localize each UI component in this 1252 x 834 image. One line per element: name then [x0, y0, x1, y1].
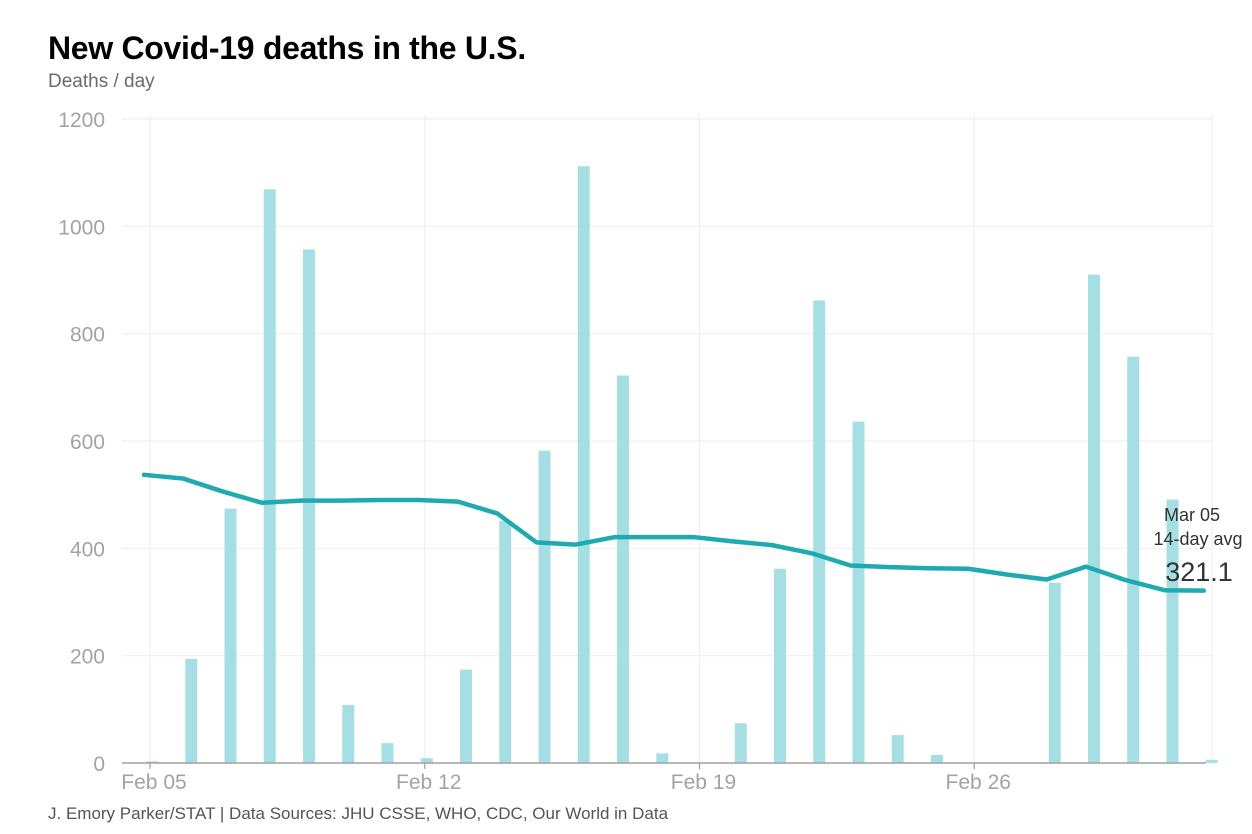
- annotation-label: 14-day avg: [1153, 529, 1242, 549]
- bar: [460, 669, 472, 763]
- bar: [931, 754, 943, 763]
- y-tick-label: 0: [93, 753, 105, 776]
- bar: [224, 508, 237, 763]
- y-tick-label: 1000: [58, 216, 105, 239]
- bar: [342, 705, 355, 763]
- chart-subtitle: Deaths / day: [48, 71, 155, 92]
- bar: [891, 735, 904, 763]
- source-credit: J. Emory Parker/STAT | Data Sources: JHU…: [48, 804, 669, 823]
- bar: [1048, 582, 1061, 763]
- bar-series: [146, 166, 1218, 763]
- y-tick-label: 600: [70, 431, 105, 454]
- y-tick-label: 1200: [58, 109, 105, 132]
- end-annotation: Mar 05 14-day avg 321.1: [1153, 505, 1242, 587]
- x-axis: [122, 762, 1206, 769]
- bar: [1127, 356, 1140, 763]
- x-axis-ticks: Feb 05 Feb 12 Feb 19 Feb 26: [121, 771, 1011, 794]
- y-tick-label: 400: [70, 538, 105, 561]
- y-axis-ticks: 0 200 400 600 800 1000 1200: [58, 109, 105, 776]
- bar: [303, 249, 315, 763]
- bar: [813, 300, 826, 763]
- bar: [734, 723, 747, 763]
- avg-line: [141, 472, 1206, 593]
- annotation-value: 321.1: [1165, 557, 1233, 587]
- line-series: [141, 472, 1206, 593]
- x-tick-label: Feb 05: [121, 771, 186, 794]
- x-tick-label: Feb 19: [671, 771, 736, 794]
- annotation-date: Mar 05: [1164, 505, 1220, 525]
- x-tick-label: Feb 26: [946, 771, 1011, 794]
- bar: [538, 450, 551, 763]
- bar: [263, 189, 276, 763]
- chart-title: New Covid-19 deaths in the U.S.: [48, 30, 526, 66]
- bar: [577, 166, 590, 763]
- y-tick-label: 200: [70, 646, 105, 669]
- bar: [656, 753, 669, 763]
- bar: [381, 743, 394, 763]
- bar: [774, 568, 786, 763]
- bar: [617, 375, 629, 763]
- bar: [146, 761, 158, 763]
- bar: [1205, 759, 1218, 763]
- gridlines: [122, 114, 1213, 763]
- y-tick-label: 800: [70, 324, 105, 347]
- bar: [420, 758, 433, 763]
- x-tick-label: Feb 12: [396, 771, 461, 794]
- bar: [1088, 274, 1100, 763]
- bar: [852, 421, 865, 763]
- bar: [499, 520, 512, 763]
- bar: [185, 658, 198, 763]
- bar: [1166, 499, 1179, 763]
